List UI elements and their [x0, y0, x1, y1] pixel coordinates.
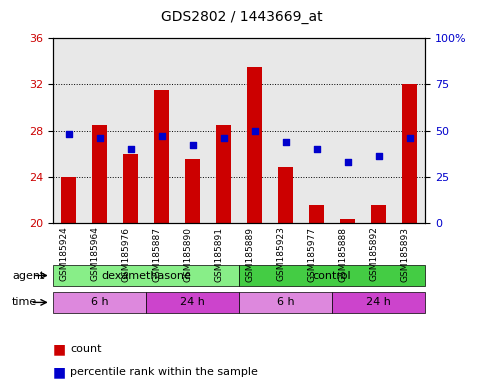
Text: GSM185964: GSM185964: [91, 227, 99, 281]
Bar: [402, 84, 417, 223]
Bar: [247, 67, 262, 223]
Bar: [123, 154, 138, 223]
Text: GSM185892: GSM185892: [369, 227, 379, 281]
Text: GSM185887: GSM185887: [153, 227, 162, 281]
Text: GSM185889: GSM185889: [245, 227, 255, 281]
Text: control: control: [313, 270, 351, 281]
Bar: [216, 125, 231, 223]
Point: [251, 127, 258, 134]
Point: [313, 146, 320, 152]
Point: [375, 153, 383, 159]
Text: GSM185923: GSM185923: [277, 227, 285, 281]
Point: [344, 159, 352, 165]
Point: [158, 133, 166, 139]
Point: [127, 146, 134, 152]
Bar: [92, 125, 107, 223]
Bar: [278, 167, 293, 223]
Point: [406, 135, 413, 141]
Bar: [185, 159, 200, 223]
Bar: [371, 205, 386, 223]
Text: GSM185891: GSM185891: [214, 227, 224, 281]
Text: 6 h: 6 h: [277, 297, 294, 308]
Point: [65, 131, 72, 137]
Text: time: time: [12, 297, 37, 308]
Text: 24 h: 24 h: [180, 297, 205, 308]
Text: count: count: [70, 344, 101, 354]
Text: GSM185888: GSM185888: [339, 227, 348, 281]
Text: percentile rank within the sample: percentile rank within the sample: [70, 367, 258, 377]
Text: 6 h: 6 h: [91, 297, 108, 308]
Bar: [154, 90, 170, 223]
Text: 24 h: 24 h: [366, 297, 391, 308]
Bar: [309, 205, 324, 223]
Text: ■: ■: [53, 366, 66, 379]
Point: [189, 142, 197, 148]
Text: GSM185890: GSM185890: [184, 227, 193, 281]
Bar: [340, 219, 355, 223]
Text: GSM185924: GSM185924: [59, 227, 69, 281]
Bar: [61, 177, 76, 223]
Text: GSM185893: GSM185893: [400, 227, 410, 281]
Point: [96, 135, 103, 141]
Text: dexamethasone: dexamethasone: [101, 270, 191, 281]
Point: [282, 139, 289, 145]
Point: [220, 135, 227, 141]
Text: GSM185977: GSM185977: [308, 227, 316, 281]
Text: GDS2802 / 1443669_at: GDS2802 / 1443669_at: [161, 10, 322, 23]
Text: GSM185976: GSM185976: [122, 227, 130, 281]
Text: ■: ■: [53, 343, 66, 356]
Text: agent: agent: [12, 270, 44, 281]
